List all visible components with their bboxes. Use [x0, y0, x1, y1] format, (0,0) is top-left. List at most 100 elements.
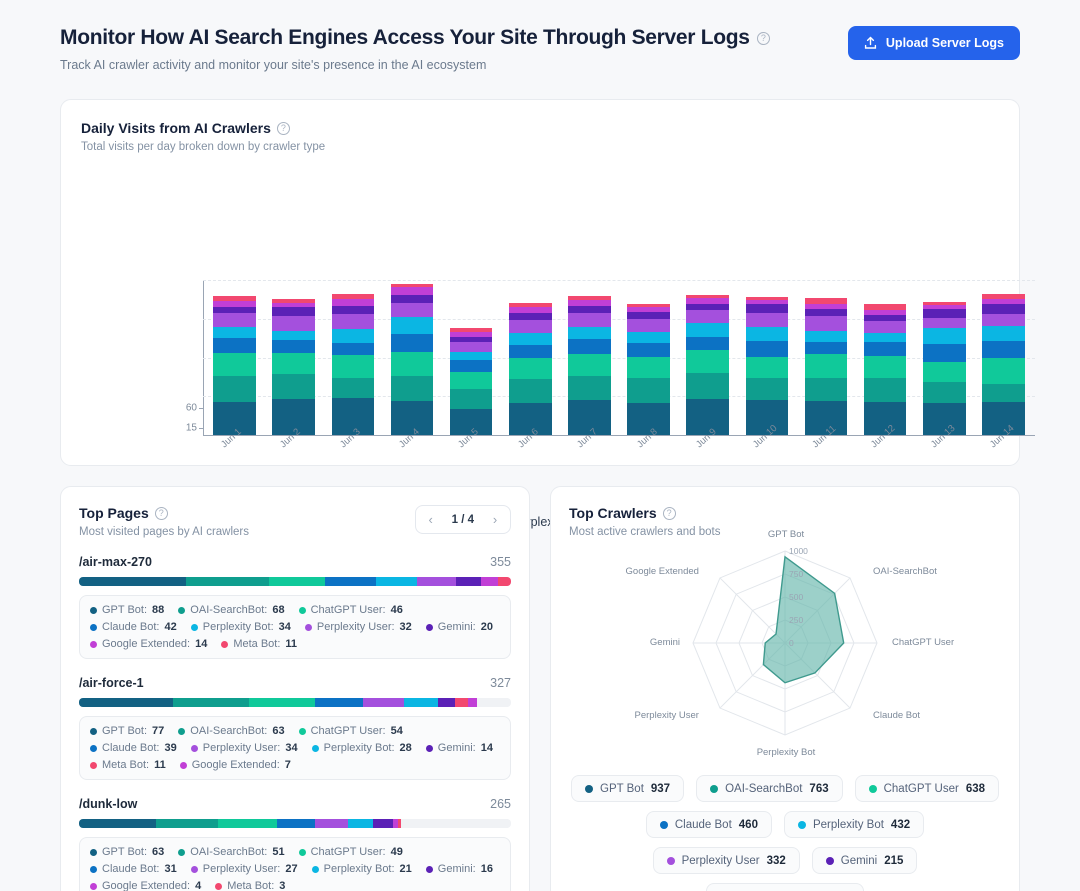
- breakdown-label: OAI-SearchBot:: [190, 846, 268, 858]
- bar-segment: [745, 327, 789, 342]
- page-bar-segment: [480, 577, 498, 586]
- pagination-label: 1 / 4: [451, 513, 474, 526]
- radar-chart: [551, 535, 1019, 765]
- help-icon[interactable]: ?: [276, 121, 290, 135]
- chip-label: Perplexity User: [681, 854, 760, 867]
- crawler-chip[interactable]: Claude Bot 460: [645, 811, 772, 838]
- breakdown-label: OAI-SearchBot:: [190, 725, 268, 737]
- bar-slot: [323, 280, 382, 435]
- page-bar-segment: [268, 577, 325, 586]
- bar-segment: [390, 302, 434, 317]
- stacked-bar[interactable]: [272, 299, 315, 435]
- bar-segment: [686, 373, 729, 399]
- bar-segment: [508, 302, 552, 308]
- breakdown-item: OAI-SearchBot: 51: [178, 846, 285, 858]
- bar-segment: [568, 400, 611, 435]
- top-pages-header: Top Pages ? Most visited pages by AI cra…: [79, 505, 511, 538]
- help-icon[interactable]: ?: [756, 31, 770, 45]
- bar-segment: [804, 401, 848, 435]
- y-axis-tick-label: 60: [185, 402, 197, 414]
- stacked-bar[interactable]: [213, 296, 256, 435]
- crawler-chip[interactable]: Google Extended138: [705, 883, 865, 891]
- stacked-bar[interactable]: [627, 303, 670, 435]
- crawler-chip[interactable]: ChatGPT User 638: [854, 775, 999, 802]
- page-bar-segment: [186, 577, 269, 586]
- page-breakdown: GPT Bot: 77 OAI-SearchBot: 63 ChatGPT User: 5…: [79, 716, 511, 780]
- stacked-bar[interactable]: [745, 297, 789, 435]
- breakdown-color-dot: [298, 848, 306, 856]
- bar-segment: [331, 342, 375, 355]
- bar-segment: [331, 313, 375, 330]
- bar-segment: [863, 378, 907, 403]
- help-icon[interactable]: ?: [662, 506, 676, 520]
- chip-color-dot: [585, 784, 593, 793]
- x-label-slot: Jun 12: [857, 423, 916, 480]
- breakdown-value: 20: [480, 621, 493, 633]
- page-path[interactable]: /air-force-1: [79, 676, 144, 690]
- bar-segment: [627, 403, 670, 435]
- breakdown-label: Google Extended:: [102, 880, 191, 891]
- bar-segment: [331, 377, 375, 398]
- crawler-chip[interactable]: Perplexity Bot 432: [783, 811, 925, 838]
- crawler-chips: GPT Bot 937 OAI-SearchBot 763 ChatGPT User 63…: [569, 775, 1001, 891]
- bar-slot: [856, 280, 915, 435]
- bar-segment: [568, 305, 611, 313]
- bar-segment: [390, 333, 434, 353]
- stacked-bar[interactable]: [922, 301, 966, 435]
- chevron-left-icon[interactable]: ‹: [428, 512, 433, 527]
- page-path[interactable]: /dunk-low: [79, 797, 138, 811]
- gridline: [203, 357, 1035, 359]
- page-bar-segment: [417, 577, 457, 586]
- bar-segment: [627, 303, 670, 308]
- bar-segment: [982, 402, 1025, 435]
- crawler-chip[interactable]: GPT Bot 937: [571, 775, 685, 802]
- crawler-chip[interactable]: OAI-SearchBot 763: [696, 775, 843, 802]
- page-total-visits: 327: [490, 676, 511, 690]
- top-pages-heading-block: Top Pages ? Most visited pages by AI cra…: [79, 505, 249, 538]
- breakdown-label: Gemini:: [437, 621, 476, 633]
- bar-segment: [213, 352, 256, 376]
- stacked-bar[interactable]: [568, 295, 611, 435]
- upload-icon: [864, 36, 877, 50]
- bar-segment: [331, 305, 375, 314]
- breakdown-item: ChatGPT User: 46: [298, 604, 403, 616]
- stacked-bar[interactable]: [804, 298, 848, 435]
- bar-segment: [922, 301, 966, 305]
- stacked-bar[interactable]: [863, 303, 907, 435]
- breakdown-item: OAI-SearchBot: 63: [178, 725, 285, 737]
- top-page-entry[interactable]: /air-max-270 355 GPT Bot: 88 OAI-SearchBot: 6…: [79, 555, 511, 659]
- upload-server-logs-button[interactable]: Upload Server Logs: [847, 26, 1020, 60]
- stacked-bar[interactable]: [982, 293, 1025, 435]
- breakdown-label: Google Extended:: [191, 759, 280, 771]
- chevron-right-icon[interactable]: ›: [492, 512, 498, 527]
- page-bar-segment: [373, 819, 393, 828]
- page-bar-segment: [347, 819, 374, 828]
- bar-segment: [922, 309, 966, 319]
- bar-segment: [922, 403, 966, 435]
- crawler-chip[interactable]: Gemini 215: [811, 847, 918, 874]
- crawler-chip[interactable]: Perplexity User 332: [652, 847, 800, 874]
- breakdown-item: Perplexity User: 34: [190, 742, 298, 754]
- x-label-slot: Jun 5: [441, 426, 500, 480]
- help-icon[interactable]: ?: [154, 506, 168, 520]
- breakdown-item: Gemini: 16: [425, 863, 493, 875]
- stacked-bar[interactable]: [449, 328, 493, 435]
- breakdown-label: Claude Bot:: [102, 863, 160, 875]
- bar-segment: [804, 298, 848, 304]
- stacked-bar[interactable]: [508, 302, 552, 435]
- bar-segment: [804, 303, 848, 310]
- bar-segment: [745, 303, 789, 313]
- stacked-bar[interactable]: [686, 294, 729, 435]
- page-bar-segment: [375, 577, 418, 586]
- stacked-bar[interactable]: [390, 283, 434, 435]
- top-page-entry[interactable]: /dunk-low 265 GPT Bot: 63 OAI-SearchBot: 51 Ch…: [79, 797, 511, 891]
- breakdown-color-dot: [425, 744, 433, 752]
- page-path[interactable]: /air-max-270: [79, 555, 152, 569]
- bar-segment: [508, 332, 552, 345]
- radar-axis-line: [719, 577, 786, 644]
- stacked-bar[interactable]: [331, 293, 375, 435]
- top-page-entry[interactable]: /air-force-1 327 GPT Bot: 77 OAI-SearchBot: 6…: [79, 676, 511, 780]
- bar-segment: [627, 342, 670, 357]
- breakdown-value: 11: [154, 759, 166, 771]
